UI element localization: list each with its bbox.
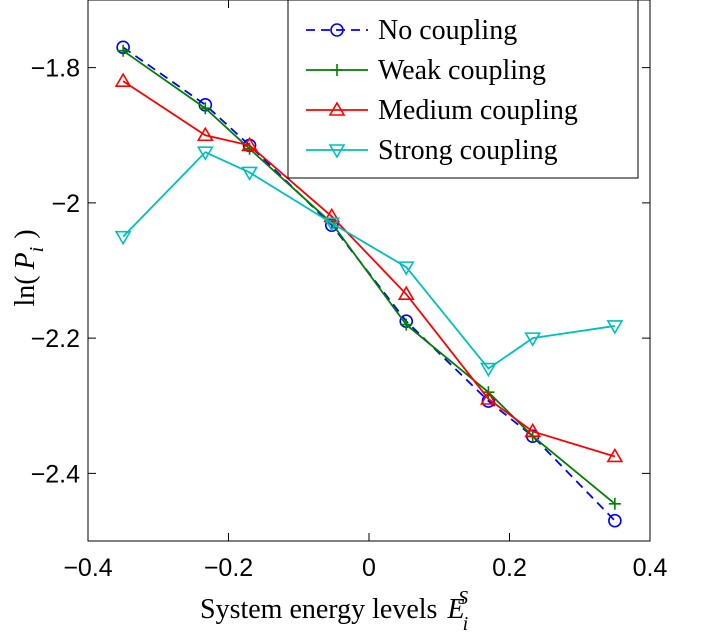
legend-entry: Medium coupling [306,95,578,126]
x-tick-label: 0.4 [633,554,668,582]
y-tick-label: −1.8 [31,55,80,83]
data-point [241,136,258,152]
data-point [117,44,130,57]
y-axis-label-subscript: i [26,247,48,253]
data-point [480,362,497,378]
legend-label: Strong coupling [378,135,558,166]
y-tick-label: −2.4 [31,460,80,488]
series-line [122,80,616,458]
data-point [114,72,132,87]
legend-label: Weak coupling [378,55,546,86]
legend: No coupling Weak coupling Medium coupling S… [287,0,639,179]
y-axis-label-prefix: ln( [10,275,41,306]
legend-marker [328,144,346,159]
x-axis-label-subscript: i [463,613,469,635]
x-tick-label: 0 [362,554,376,582]
y-tick-label: −2.2 [31,325,80,353]
data-point [196,126,214,142]
series-line [122,49,616,505]
x-axis-label-text: System energy levels [200,594,437,625]
series-layer [114,40,624,528]
data-point [524,422,542,438]
data-point [524,332,542,347]
legend-box [287,0,639,179]
data-point [397,285,415,300]
data-point [199,102,212,115]
x-tick-label: −0.4 [63,554,112,582]
data-point [397,261,415,276]
data-point [608,513,622,528]
data-point [480,390,497,405]
series-strong-coupling [114,146,624,378]
data-point [606,447,624,463]
x-tick-label: −0.2 [204,554,253,582]
series-medium-coupling [114,72,624,463]
y-tick-label: −2 [51,190,80,218]
data-point [608,497,621,510]
data-point [323,217,341,232]
legend-label: No coupling [378,15,517,46]
x-axis-label: System energy levels EiS [200,587,468,635]
data-point [400,318,413,331]
legend-marker [331,64,343,76]
legend-marker [330,23,344,37]
legend-entry: Strong coupling [306,135,558,166]
data-point [323,207,341,223]
legend-label: Medium coupling [378,95,578,126]
data-point [114,230,132,246]
y-axis-label-text: ln( Pi) [10,229,48,306]
data-point [241,166,258,182]
series-line [122,151,616,370]
x-axis-label-superscript: S [458,587,468,609]
legend-entry: No coupling [306,15,517,46]
data-point [196,146,214,161]
axis-tick-labels: −0.4 −0.2 0 0.2 0.4 −2.4 −2.2 −2 −1.8 [31,55,668,582]
y-axis-label-symbol: P [10,252,41,270]
data-point [606,320,624,335]
y-axis-label: ln( Pi) [10,229,48,306]
x-axis-label-symbol: E [446,594,464,625]
x-tick-label: 0.2 [492,554,527,582]
legend-marker [328,101,346,116]
y-axis-label-suffix: ) [10,229,41,238]
legend-entry: Weak coupling [306,55,546,86]
